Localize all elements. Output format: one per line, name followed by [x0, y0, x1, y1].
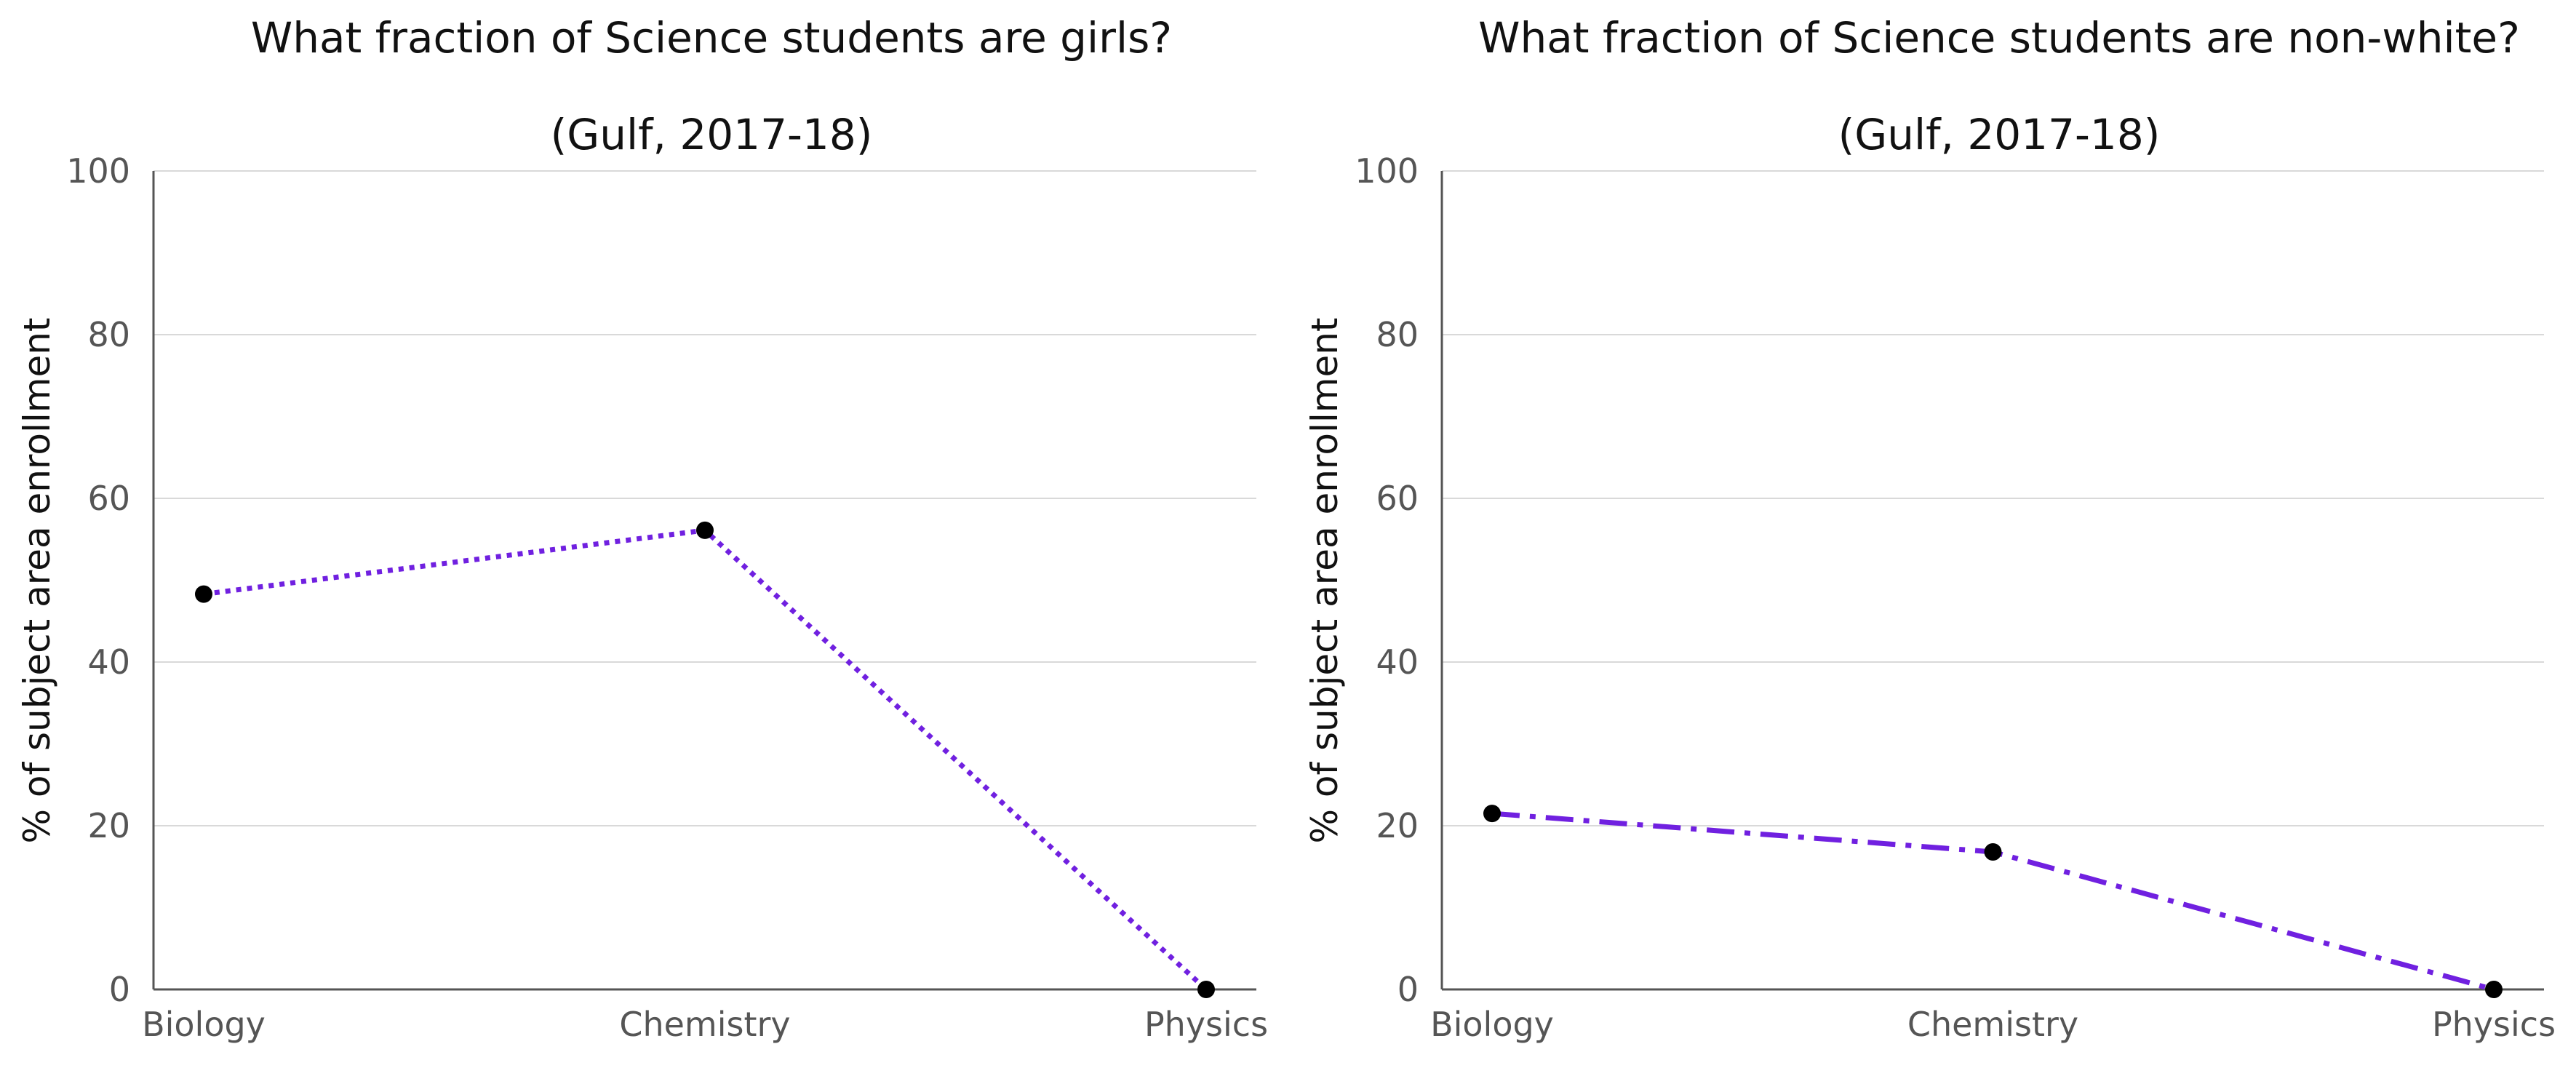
y-tick-label: 60 — [87, 479, 130, 518]
y-tick-label: 40 — [87, 642, 130, 682]
data-point — [696, 521, 714, 539]
y-tick-label: 100 — [1355, 151, 1419, 191]
y-tick-label: 100 — [66, 151, 130, 191]
x-tick-label: Chemistry — [1907, 1005, 2078, 1044]
x-tick-label: Chemistry — [619, 1005, 790, 1044]
chart-title: What fraction of Science students are gi… — [251, 13, 1172, 63]
chart-panel-non-white: What fraction of Science students are no… — [1304, 13, 2556, 1044]
data-point — [195, 585, 212, 603]
y-axis-label: % of subject area enrollment — [16, 317, 58, 843]
y-tick-label: 20 — [87, 806, 130, 845]
data-point — [1984, 843, 2002, 861]
x-tick-label: Physics — [2432, 1005, 2556, 1044]
chart-subtitle: (Gulf, 2017-18) — [551, 110, 873, 159]
chart-subtitle: (Gulf, 2017-18) — [1838, 110, 2161, 159]
data-point — [1197, 981, 1215, 998]
x-tick-label: Biology — [1430, 1005, 1554, 1044]
x-tick-label: Biology — [142, 1005, 266, 1044]
x-tick-label: Physics — [1144, 1005, 1268, 1044]
y-axis-label: % of subject area enrollment — [1304, 317, 1346, 843]
y-tick-label: 0 — [1397, 970, 1419, 1009]
y-tick-label: 80 — [87, 315, 130, 354]
y-tick-label: 20 — [1376, 806, 1419, 845]
data-point — [1483, 805, 1501, 823]
y-tick-label: 60 — [1376, 479, 1419, 518]
data-point — [2485, 981, 2503, 998]
series-line — [1491, 810, 2495, 992]
y-tick-label: 0 — [109, 970, 130, 1009]
chart-panel-girls: What fraction of Science students are gi… — [16, 13, 1268, 1044]
chart-title: What fraction of Science students are no… — [1478, 13, 2520, 63]
y-tick-label: 40 — [1376, 642, 1419, 682]
series-line — [203, 527, 1208, 992]
y-tick-label: 80 — [1376, 315, 1419, 354]
